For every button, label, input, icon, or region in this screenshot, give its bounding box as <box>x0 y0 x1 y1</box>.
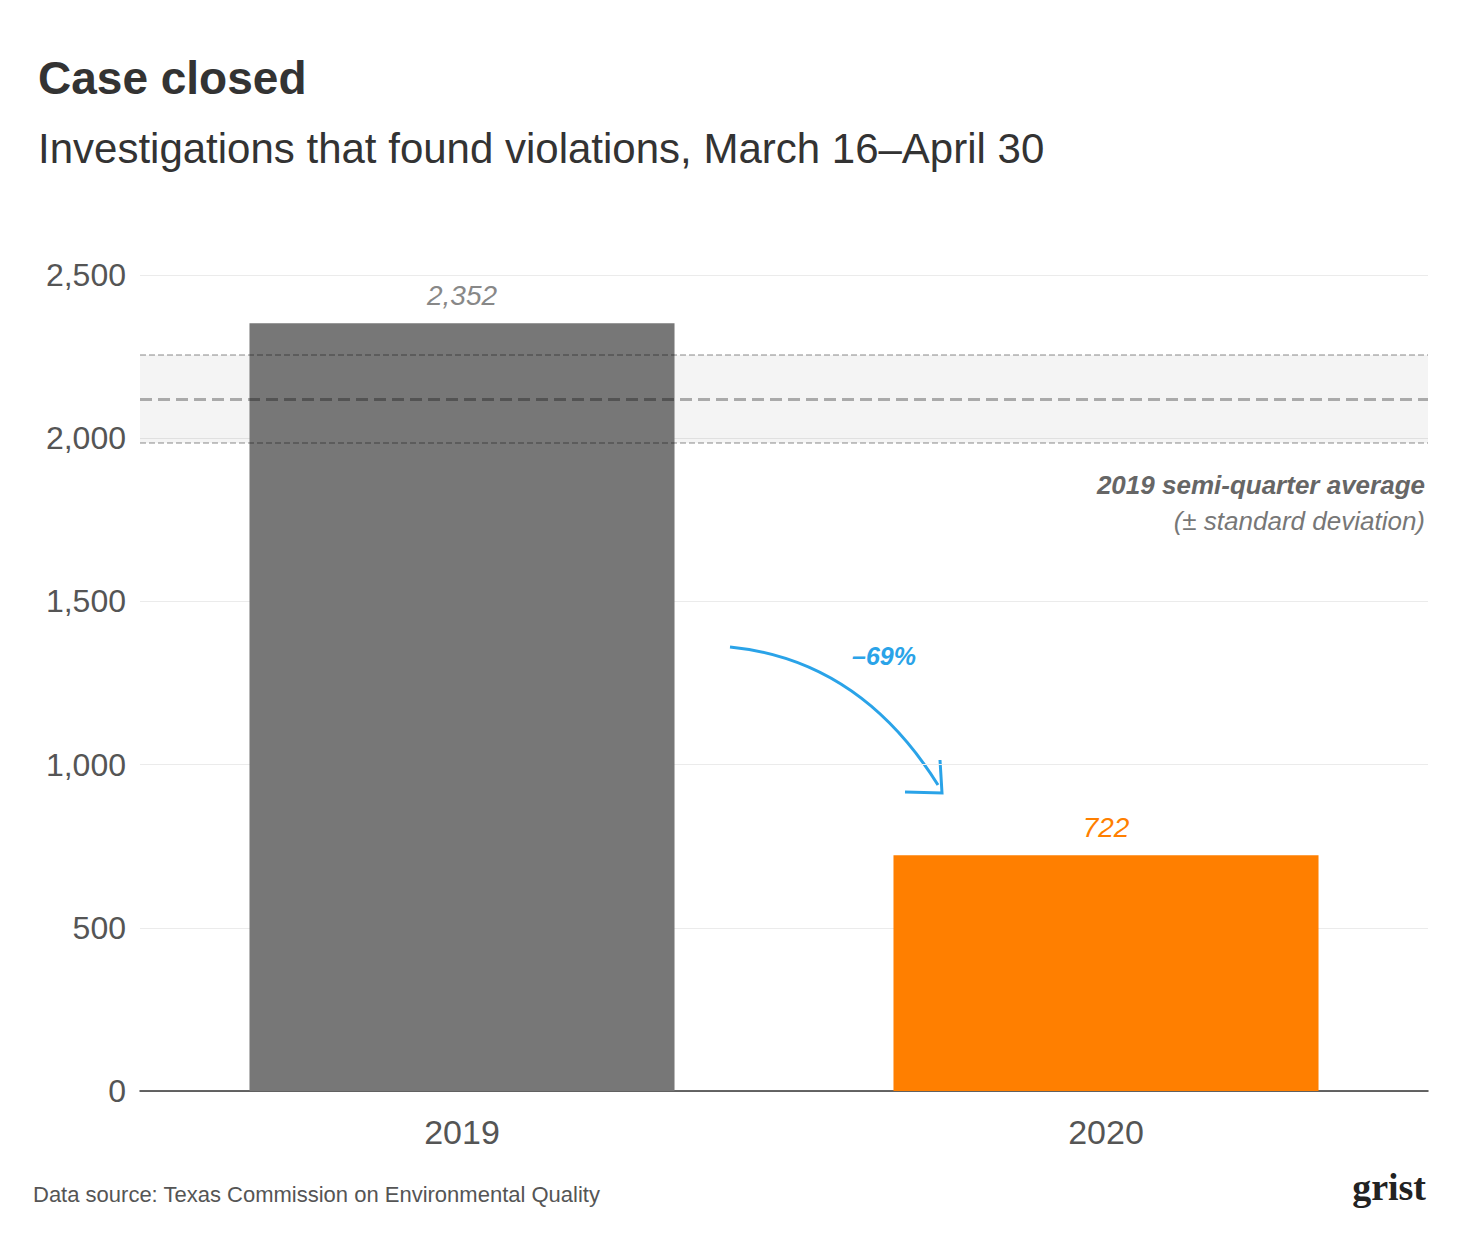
svg-text:0: 0 <box>108 1073 126 1109</box>
svg-text:2,500: 2,500 <box>46 257 126 293</box>
svg-text:2,352: 2,352 <box>426 280 497 311</box>
svg-text:Case closed: Case closed <box>38 52 306 104</box>
svg-text:(± standard deviation): (± standard deviation) <box>1174 506 1425 536</box>
svg-text:Data source: Texas Commission: Data source: Texas Commission on Environ… <box>33 1182 600 1207</box>
svg-text:–69%: –69% <box>852 642 916 670</box>
svg-text:722: 722 <box>1083 812 1130 843</box>
svg-text:500: 500 <box>73 910 126 946</box>
svg-text:2019 semi-quarter average: 2019 semi-quarter average <box>1096 470 1425 500</box>
svg-text:grist: grist <box>1352 1166 1426 1208</box>
svg-text:Investigations that found viol: Investigations that found violations, Ma… <box>38 125 1044 172</box>
svg-text:2,000: 2,000 <box>46 420 126 456</box>
svg-text:1,500: 1,500 <box>46 583 126 619</box>
svg-text:2019: 2019 <box>424 1113 500 1151</box>
svg-text:1,000: 1,000 <box>46 747 126 783</box>
svg-text:2020: 2020 <box>1068 1113 1144 1151</box>
